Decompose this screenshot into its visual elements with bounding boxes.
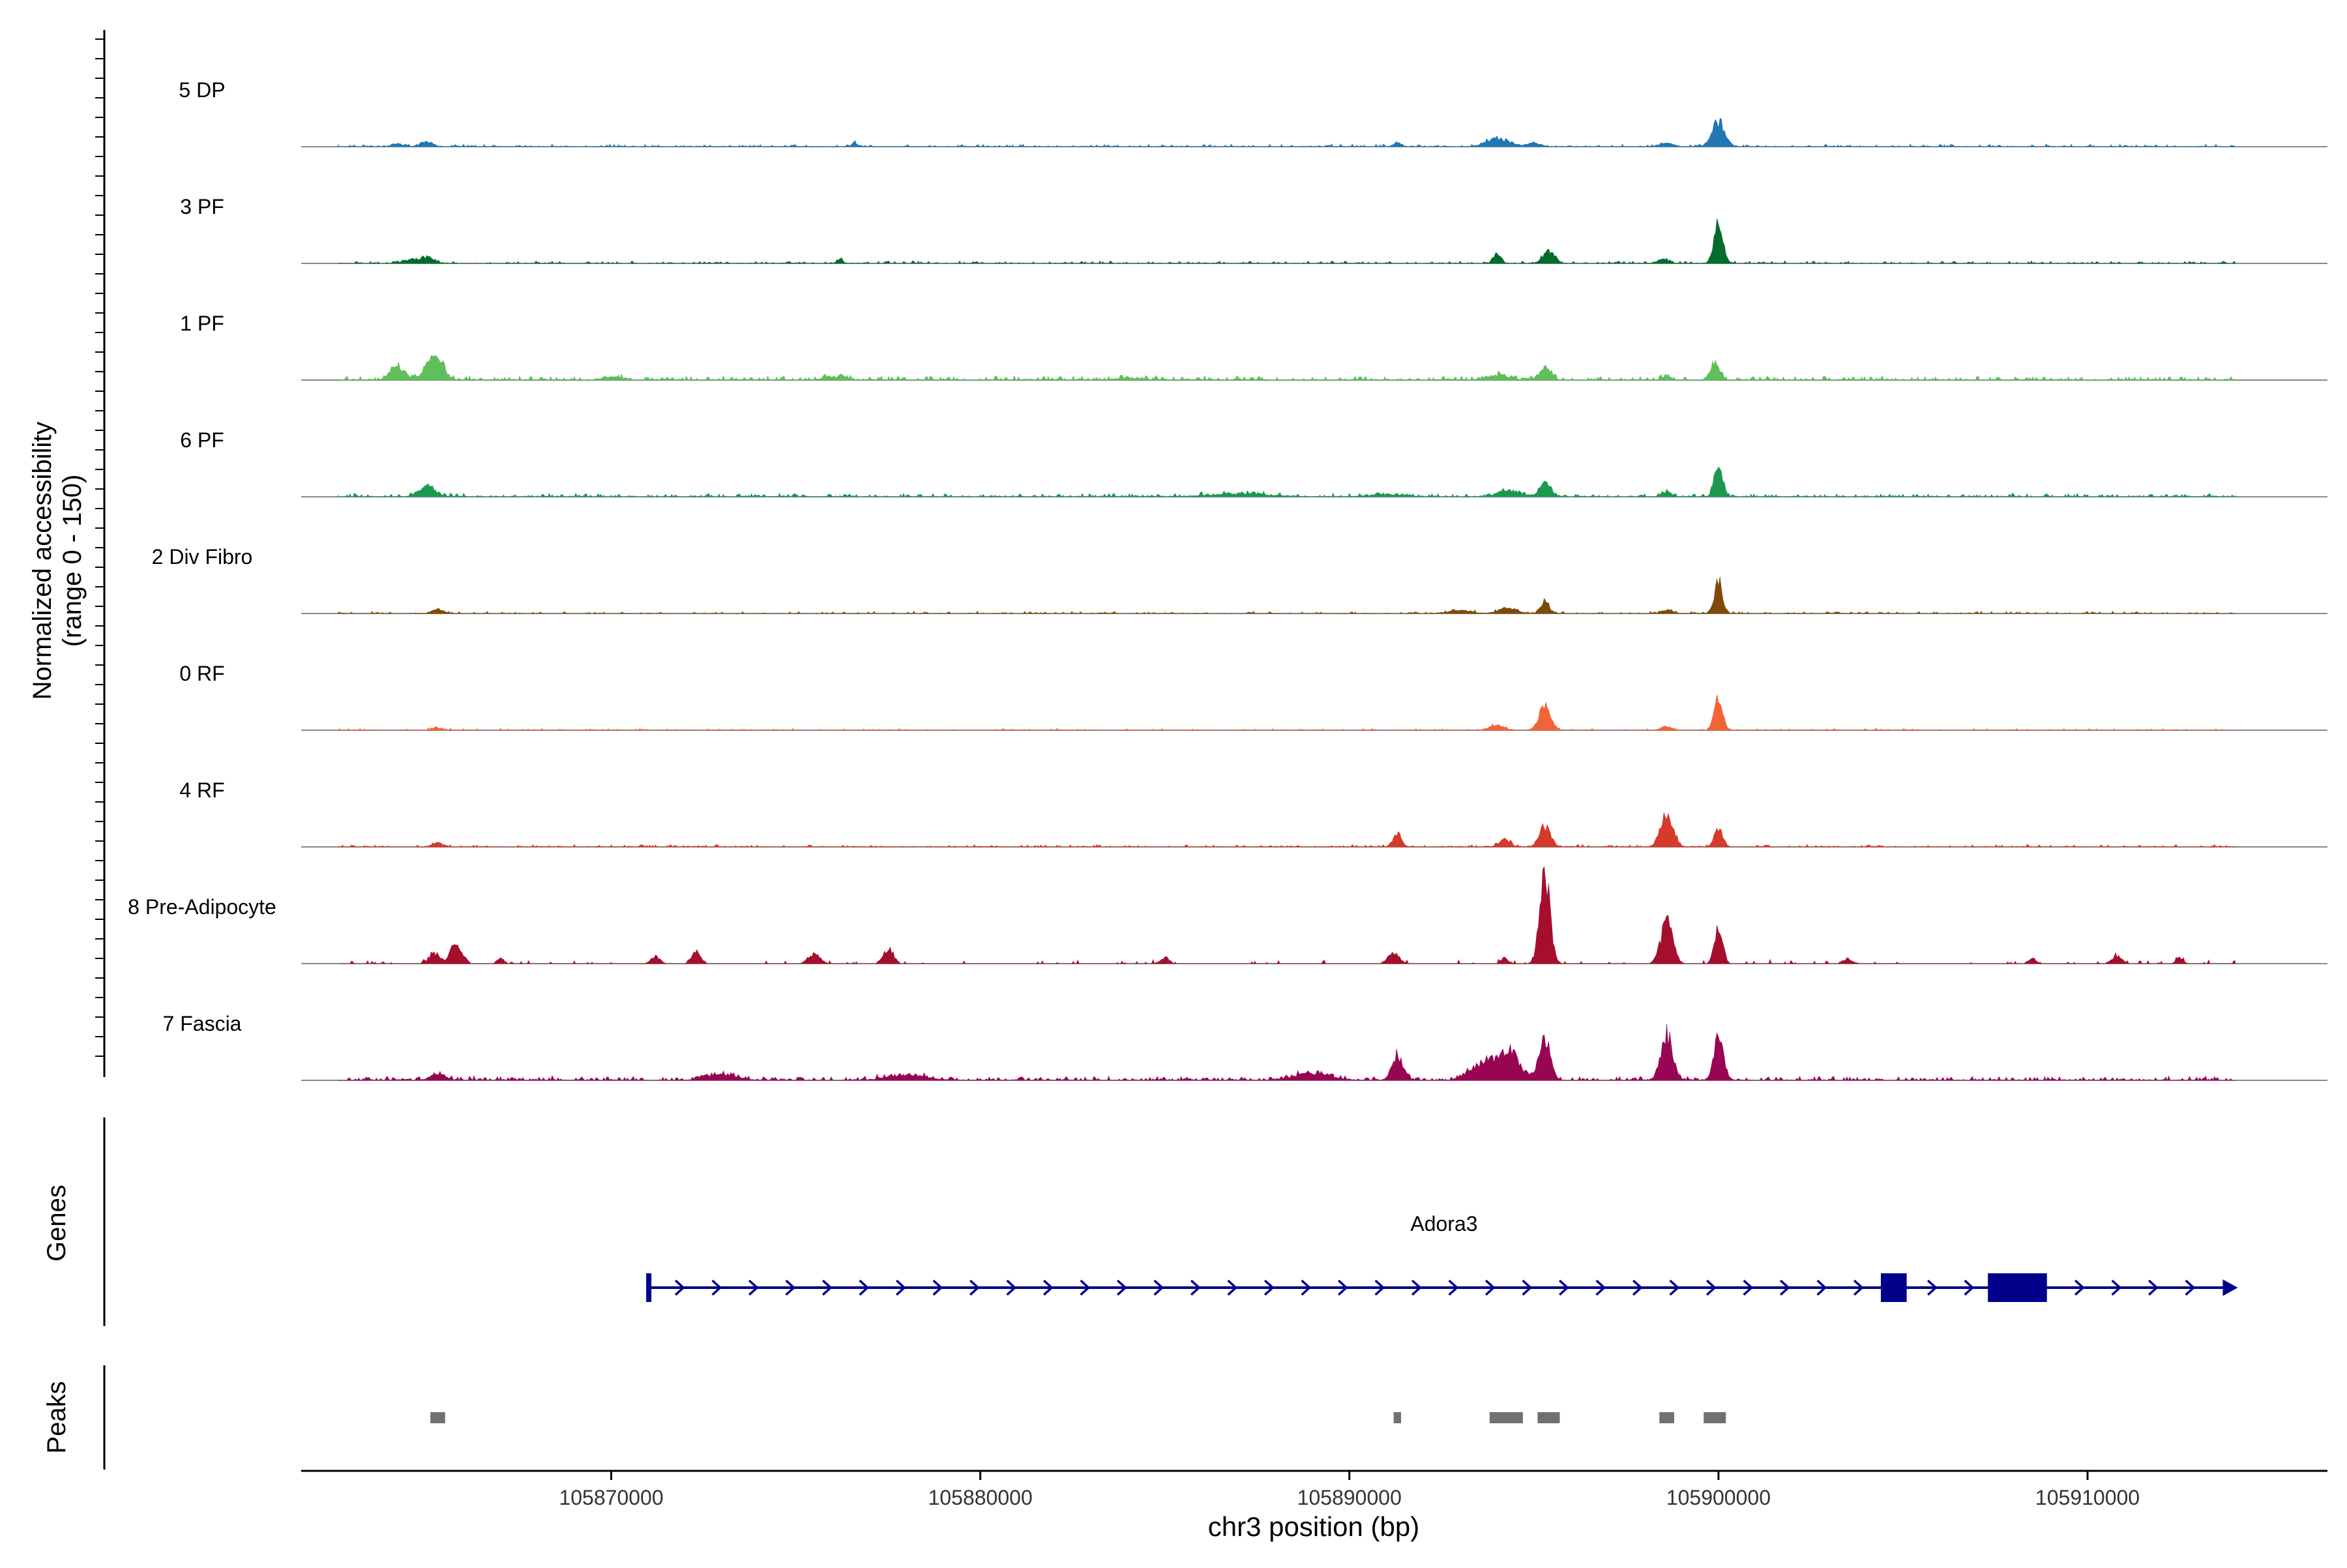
strand-arrow (785, 1279, 796, 1296)
strand-arrow (1558, 1279, 1569, 1296)
strand-arrow (1227, 1279, 1238, 1296)
strand-arrow (1263, 1279, 1275, 1296)
coverage-area-2-div-fibro (338, 576, 2236, 614)
strand-arrow (969, 1279, 980, 1296)
strand-arrow (1337, 1279, 1348, 1296)
gene-tss-mark (646, 1273, 652, 1302)
peak-region (1393, 1412, 1402, 1423)
strand-arrow (1705, 1279, 1717, 1296)
track-7-fascia: 7 Fascia (163, 1012, 2327, 1081)
coverage-y-ticks (95, 38, 104, 1057)
strand-arrow (1669, 1279, 1680, 1296)
strand-arrow (1411, 1279, 1422, 1296)
track-2-div-fibro: 2 Div Fibro (152, 545, 2327, 614)
strand-arrow (1116, 1279, 1127, 1296)
strand-arrow (2185, 1279, 2196, 1296)
peaks-track (430, 1412, 1726, 1423)
x-tick-label: 105890000 (1297, 1486, 1402, 1509)
strand-arrow (859, 1279, 870, 1296)
peak-region (1489, 1412, 1523, 1423)
strand-arrow (1190, 1279, 1201, 1296)
gene-exon (1880, 1273, 1907, 1302)
track-5-dp: 5 DP (179, 78, 2327, 147)
y-axis-title-line2: (range 0 - 150) (58, 475, 87, 647)
coverage-area-4-rf (338, 812, 2236, 848)
peaks-panel-label: Peaks (42, 1381, 71, 1453)
strand-arrow (1522, 1279, 1533, 1296)
coverage-tracks: 5 DP 3 PF 1 PF 6 PF 2 Div Fibro 0 RF 4 RF 8 Pre… (128, 78, 2327, 1081)
coverage-area-6-pf (338, 466, 2236, 497)
strand-arrow (932, 1279, 943, 1296)
peak-region (430, 1412, 445, 1423)
strand-arrow (1779, 1279, 1790, 1296)
gene-end-arrowhead (2222, 1279, 2238, 1296)
strand-arrow (1484, 1279, 1496, 1296)
coverage-area-7-fascia (338, 1024, 2236, 1081)
strand-arrow (674, 1279, 685, 1296)
track-label-6-pf: 6 PF (180, 428, 224, 452)
track-label-0-rf: 0 RF (179, 662, 224, 685)
track-1-pf: 1 PF (180, 312, 2327, 381)
peak-region (1704, 1412, 1726, 1423)
track-label-4-rf: 4 RF (179, 778, 224, 802)
gene-track (646, 1273, 2238, 1302)
strand-arrow (1853, 1279, 1864, 1296)
track-label-8-pre-adipocyte: 8 Pre-Adipocyte (128, 895, 276, 919)
x-tick-label: 105880000 (928, 1486, 1033, 1509)
x-axis-ticks: 105870000 105880000 105890000 105900000 1059… (559, 1471, 2140, 1509)
peak-region (1537, 1412, 1560, 1423)
peak-region (1659, 1412, 1674, 1423)
strand-arrow (1926, 1279, 1938, 1296)
strand-arrow (2148, 1279, 2159, 1296)
track-0-rf: 0 RF (179, 662, 2327, 731)
strand-arrow (1006, 1279, 1017, 1296)
strand-arrow (1743, 1279, 1754, 1296)
strand-arrow (1816, 1279, 1827, 1296)
track-6-pf: 6 PF (180, 428, 2327, 497)
strand-arrow (1374, 1279, 1385, 1296)
coverage-area-8-pre-adipocyte (338, 866, 2236, 964)
track-label-1-pf: 1 PF (180, 312, 224, 335)
track-3-pf: 3 PF (180, 195, 2327, 264)
track-label-7-fascia: 7 Fascia (163, 1012, 242, 1035)
strand-arrow (711, 1279, 722, 1296)
strand-arrow (1301, 1279, 1312, 1296)
strand-arrow (1448, 1279, 1459, 1296)
gene-label-adora3: Adora3 (1410, 1212, 1477, 1235)
strand-arrow (1595, 1279, 1606, 1296)
track-8-pre-adipocyte: 8 Pre-Adipocyte (128, 866, 2327, 964)
coverage-area-3-pf (338, 218, 2236, 264)
track-label-5-dp: 5 DP (179, 78, 225, 102)
strand-arrow (1042, 1279, 1054, 1296)
strand-arrow (748, 1279, 759, 1296)
genes-panel-label: Genes (42, 1185, 71, 1262)
coverage-area-0-rf (338, 694, 2236, 731)
x-tick-label: 105900000 (1666, 1486, 1771, 1509)
strand-arrow (1153, 1279, 1164, 1296)
gene-exon (1988, 1273, 2047, 1302)
strand-arrow (2074, 1279, 2085, 1296)
strand-arrow (895, 1279, 906, 1296)
coverage-area-1-pf (338, 355, 2236, 381)
track-label-2-div-fibro: 2 Div Fibro (152, 545, 253, 569)
strand-arrow (1632, 1279, 1643, 1296)
coverage-area-5-dp (338, 118, 2236, 147)
track-label-3-pf: 3 PF (180, 195, 224, 218)
strand-arrow (2111, 1279, 2122, 1296)
strand-arrow (821, 1279, 833, 1296)
strand-arrow (1964, 1279, 1975, 1296)
strand-arrow (1080, 1279, 1091, 1296)
x-axis-title: chr3 position (bp) (1208, 1511, 1420, 1542)
x-tick-label: 105910000 (2035, 1486, 2140, 1509)
track-4-rf: 4 RF (179, 778, 2327, 848)
y-axis-title-line1: Normalized accessibility (28, 422, 57, 700)
x-tick-label: 105870000 (559, 1486, 663, 1509)
